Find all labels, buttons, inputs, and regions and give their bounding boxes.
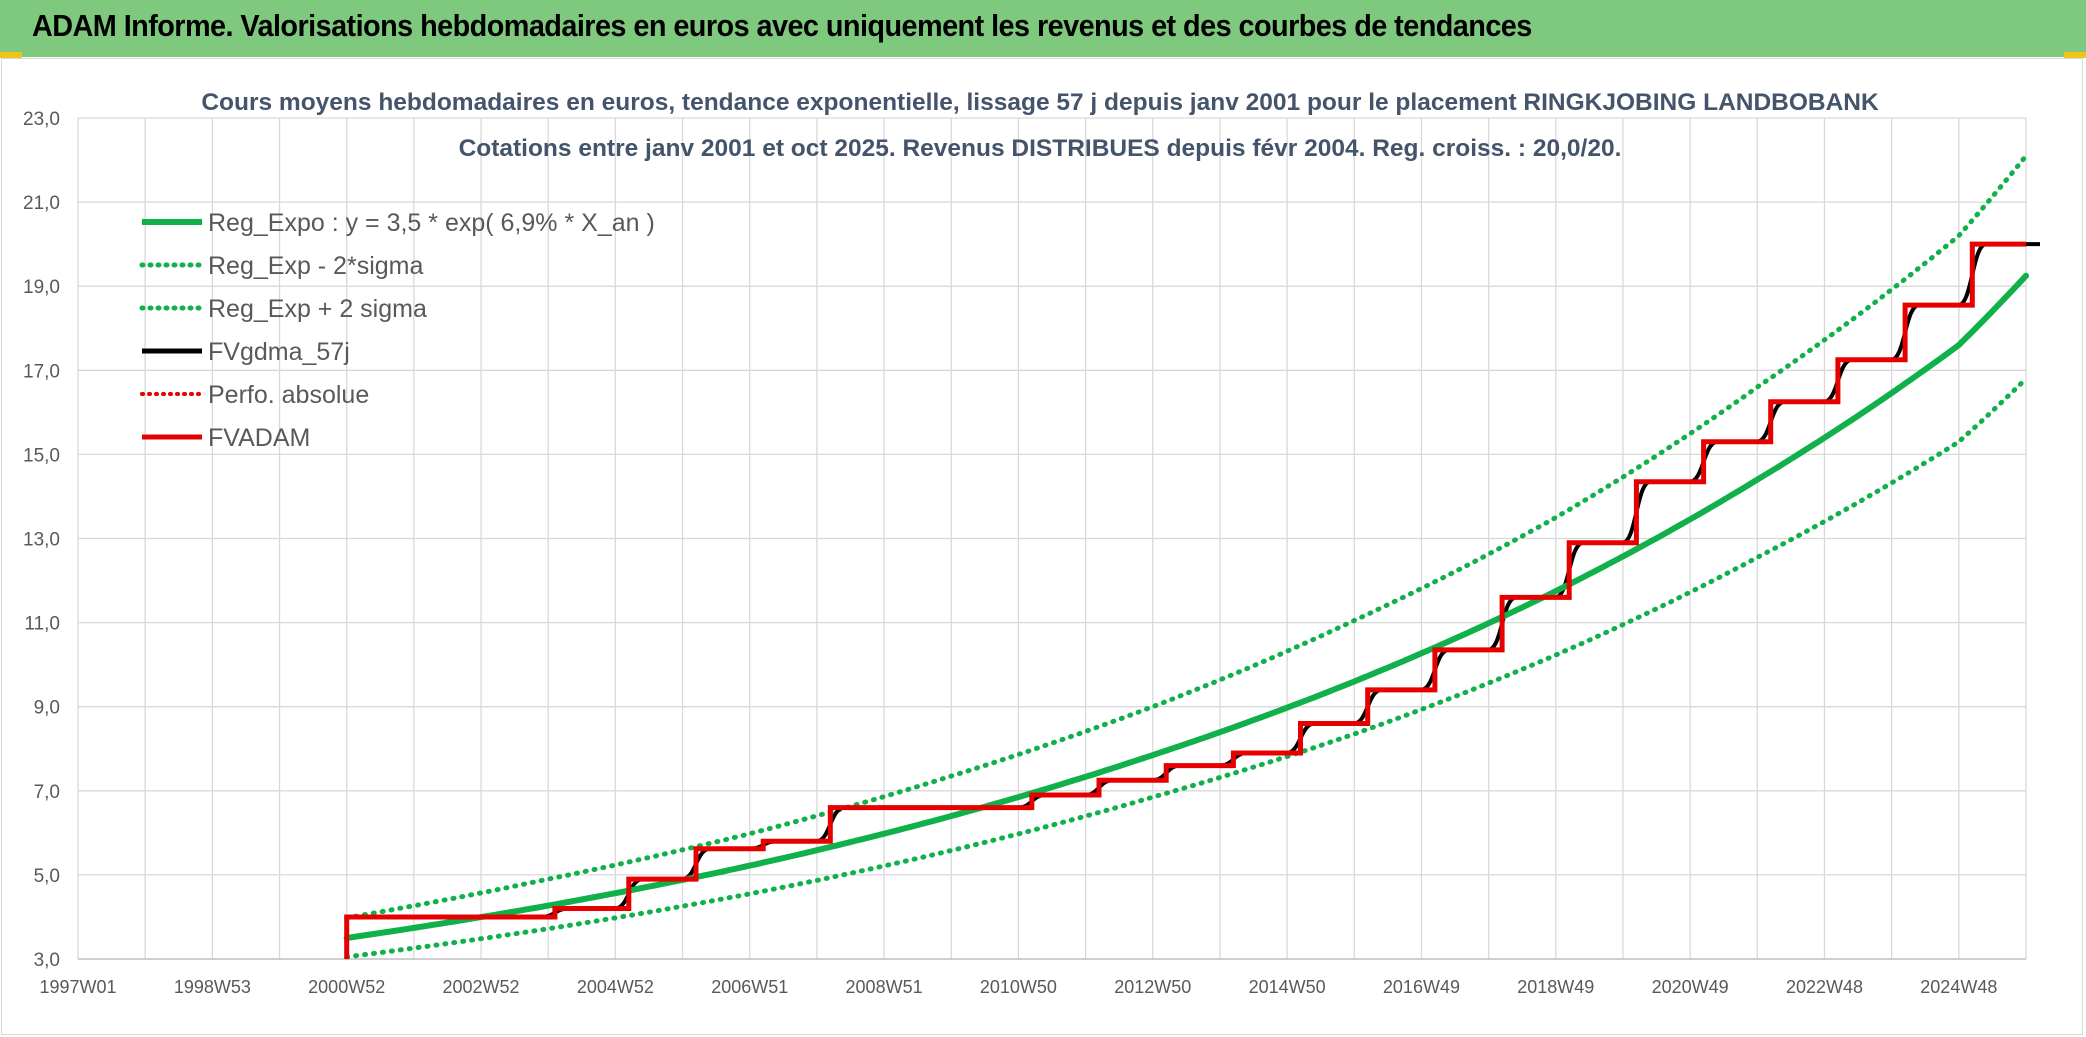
x-tick-label: 2024W48 <box>1920 977 1997 997</box>
series-reg-exp-plus-2sigma <box>344 153 2029 921</box>
banner-corner-left <box>0 52 22 58</box>
legend-label: FVADAM <box>208 424 310 452</box>
y-tick-label: 23,0 <box>23 109 60 130</box>
x-tick-label: 2016W49 <box>1383 977 1460 997</box>
x-tick-label: 2000W52 <box>308 977 385 997</box>
x-tick-label: 1997W01 <box>39 977 116 997</box>
horizontal-gridlines <box>78 117 2026 876</box>
report-title: ADAM Informe. Valorisations hebdomadaire… <box>32 8 1532 43</box>
y-tick-label: 21,0 <box>23 193 60 214</box>
chart-frame <box>1 58 2083 1035</box>
y-tick-label: 11,0 <box>24 614 60 635</box>
chart-title: Cours moyens hebdomadaires en euros, ten… <box>201 89 1879 116</box>
y-tick-label: 5,0 <box>34 866 60 887</box>
legend-label: Perfo. absolue <box>208 381 369 409</box>
legend-label: Reg_Expo : y = 3,5 * exp( 6,9% * X_an ) <box>208 209 655 237</box>
x-tick-label: 2010W50 <box>980 977 1057 997</box>
y-tick-label: 19,0 <box>23 277 60 298</box>
chart-subtitle: Cotations entre janv 2001 et oct 2025. R… <box>459 135 1622 162</box>
series-reg-exp-minus-2sigma <box>344 376 2029 960</box>
y-tick-label: 7,0 <box>34 782 60 803</box>
y-tick-label: 13,0 <box>23 530 60 551</box>
x-axis-tick-labels: 1997W01 1998W53 2000W52 2002W52 2004W52 2006W… <box>39 977 1997 997</box>
x-tick-label: 2004W52 <box>577 977 654 997</box>
report-banner: ADAM Informe. Valorisations hebdomadaire… <box>0 0 2086 57</box>
y-tick-label: 3,0 <box>34 950 60 971</box>
series-fvgdma-57j <box>346 242 2040 919</box>
x-tick-label: 2014W50 <box>1249 977 1326 997</box>
banner-corner-right <box>2064 52 2086 58</box>
y-tick-label: 17,0 <box>23 361 60 382</box>
series-lines <box>343 153 2040 960</box>
y-tick-label: 15,0 <box>23 445 60 466</box>
x-tick-label: 2022W48 <box>1786 977 1863 997</box>
y-tick-label: 9,0 <box>34 698 60 719</box>
x-tick-label: 2018W49 <box>1517 977 1594 997</box>
legend-label: Reg_Exp + 2 sigma <box>208 295 427 323</box>
x-tick-label: 2020W49 <box>1652 977 1729 997</box>
x-tick-label: 2012W50 <box>1114 977 1191 997</box>
x-tick-label: 1998W53 <box>174 977 251 997</box>
legend-label: Reg_Exp - 2*sigma <box>208 252 423 280</box>
chart-legend: Reg_Expo : y = 3,5 * exp( 6,9% * X_an ) R… <box>139 209 655 452</box>
x-tick-label: 2006W51 <box>711 977 788 997</box>
series-fvadam <box>344 241 2026 959</box>
y-axis-tick-labels: 3,0 5,0 7,0 9,0 11,0 13,0 15,0 17,0 19,0 21,0 23,0 <box>23 109 60 971</box>
legend-label: FVgdma_57j <box>208 338 350 366</box>
x-tick-label: 2008W51 <box>846 977 923 997</box>
x-tick-label: 2002W52 <box>443 977 520 997</box>
